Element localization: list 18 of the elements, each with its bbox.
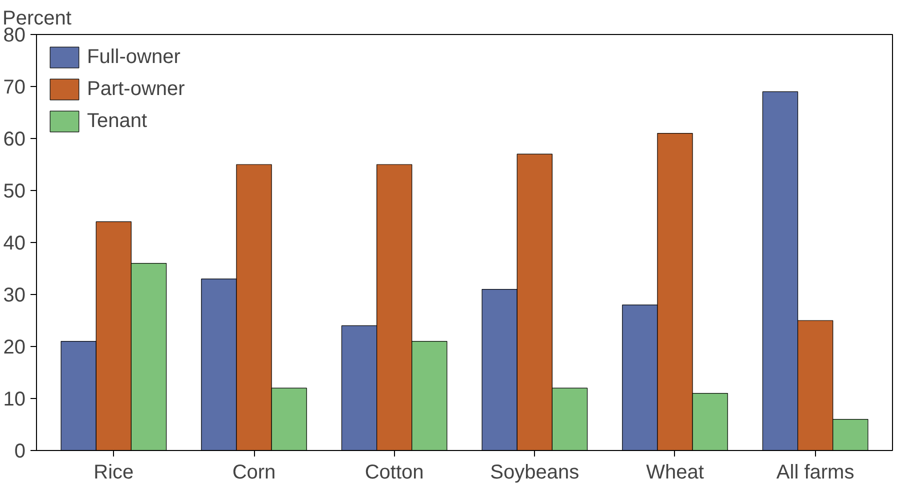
x-tick-label: Soybeans xyxy=(490,462,580,484)
x-tick-label: All farms xyxy=(776,462,854,484)
legend-label: Tenant xyxy=(87,110,148,132)
y-tick-label: 50 xyxy=(3,180,26,202)
y-tick-label: 70 xyxy=(3,76,26,98)
y-tick-label: 0 xyxy=(14,440,26,462)
x-tick-label: Cotton xyxy=(364,462,424,484)
legend-label: Part-owner xyxy=(87,78,185,100)
x-tick-label: Rice xyxy=(94,462,134,484)
y-tick-label: 80 xyxy=(3,24,26,46)
x-tick-label: Wheat xyxy=(646,462,704,484)
legend-label: Full-owner xyxy=(87,46,180,68)
y-tick-label: 20 xyxy=(3,336,26,358)
x-tick-label: Corn xyxy=(232,462,276,484)
y-tick-label: 10 xyxy=(3,388,26,410)
y-tick-label: 30 xyxy=(3,284,26,306)
y-tick-label: 40 xyxy=(3,232,26,254)
y-tick-label: 60 xyxy=(3,128,26,150)
